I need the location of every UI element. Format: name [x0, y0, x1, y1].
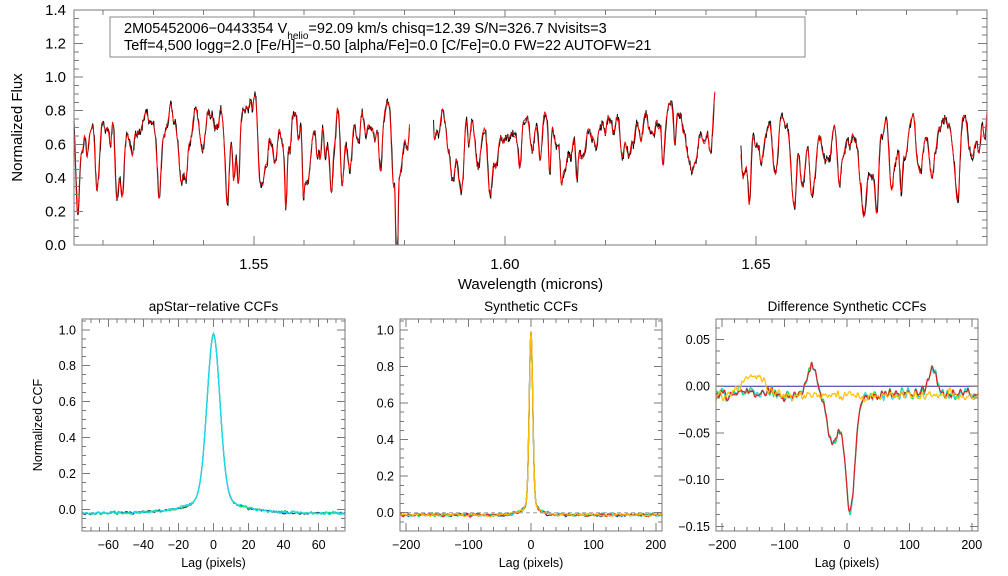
panel-title: apStar−relative CCFs [149, 299, 279, 314]
x-tick-label: 1.65 [741, 256, 770, 273]
x-tick-label: 60 [312, 538, 326, 552]
y-tick-label: 0.8 [377, 360, 394, 374]
info-line-1: 2M05452006−0443354 Vhelio=92.09 km/s chi… [124, 21, 607, 42]
panel-title: Difference Synthetic CCFs [768, 299, 927, 314]
x-axis-title: Lag (pixels) [181, 556, 246, 570]
y-tick-label: 0.2 [59, 467, 76, 481]
y-tick-label: −0.05 [678, 426, 710, 440]
x-tick-label: 0 [844, 538, 851, 552]
x-tick-label: −100 [771, 538, 799, 552]
ccf-trace-visit-3 [81, 332, 346, 516]
synthetic-spectrum-path [433, 91, 716, 197]
x-axis-title: Lag (pixels) [815, 556, 880, 570]
ccf-trace-combined [715, 361, 979, 512]
y-tick-label: 0.8 [45, 103, 66, 120]
x-tick-label: −100 [455, 538, 483, 552]
spectrum-panel: 1.55 1.60 1.65 0.0 0.2 0.4 0.6 0.8 1.0 1.2 1.4 Wave… [9, 2, 988, 293]
panel-title: Synthetic CCFs [484, 299, 578, 314]
y-tick-label: 1.2 [45, 36, 66, 53]
ccf-trace-combined [399, 331, 663, 518]
ccf-axis-ticks [400, 319, 662, 532]
y-tick-label: 0.6 [377, 397, 394, 411]
y-tick-label: 0.6 [59, 395, 76, 409]
y-tick-label: 0.2 [45, 203, 66, 220]
y-tick-label: 0.0 [377, 506, 394, 520]
x-axis-title: Wavelength (microns) [458, 276, 603, 293]
y-axis-title: Normalized Flux [9, 73, 26, 182]
y-tick-label: 0.05 [686, 333, 710, 347]
y-tick-label: 0.4 [59, 431, 76, 445]
ccf-axis-ticks [716, 319, 978, 531]
x-tick-label: 200 [961, 538, 982, 552]
info-box: 2M05452006−0443354 Vhelio=92.09 km/s chi… [109, 16, 806, 58]
y-tick-label: 1.0 [377, 323, 394, 337]
ccf-traces [715, 361, 979, 516]
y-tick-label: 1.0 [45, 69, 66, 86]
x-tick-label: −200 [708, 538, 736, 552]
ccf-traces [81, 332, 346, 516]
x-tick-label: 100 [899, 538, 920, 552]
x-tick-label: −20 [168, 538, 189, 552]
observed-spectrum-path [73, 91, 410, 246]
y-tick-label: 0.0 [45, 237, 66, 254]
y-tick-label: 1.4 [45, 2, 66, 19]
y-tick-label: 0.6 [45, 136, 66, 153]
x-tick-label: 0 [528, 538, 535, 552]
y-tick-label: −0.15 [678, 520, 710, 534]
x-tick-label: −40 [133, 538, 154, 552]
y-axis-title: Normalized CCF [31, 378, 45, 471]
apstar-relative-ccf-panel: apStar−relative CCFs −60 −40 −20 0 20 40 60 0.0 0… [31, 299, 346, 570]
x-tick-label: 40 [277, 538, 291, 552]
synthetic-spectrum-trace [73, 91, 988, 246]
synthetic-spectrum-path [73, 94, 410, 246]
y-tick-label: 0.4 [45, 170, 66, 187]
synthetic-spectrum-path [740, 110, 988, 219]
plot-background [400, 319, 662, 531]
plot-background [716, 319, 978, 531]
x-tick-label: −60 [98, 538, 119, 552]
x-tick-label: 1.60 [490, 256, 519, 273]
y-tick-label: 0.8 [59, 359, 76, 373]
x-tick-label: 20 [242, 538, 256, 552]
difference-synthetic-ccf-panel: Difference Synthetic CCFs −200 −100 0 100 200… [678, 299, 982, 570]
y-tick-label: 0.0 [59, 503, 76, 517]
y-tick-label: 0.4 [377, 433, 394, 447]
synthetic-ccf-panel: Synthetic CCFs −200 −100 0 100 200 0.0 0.2 0.4 0.… [377, 299, 667, 570]
x-tick-label: 200 [645, 538, 666, 552]
y-tick-label: 1.0 [59, 323, 76, 337]
y-tick-label: 0.00 [686, 380, 710, 394]
plot-background [82, 319, 345, 531]
ccf-traces [399, 331, 663, 518]
observed-spectrum-path [740, 112, 988, 217]
x-axis-title: Lag (pixels) [499, 556, 564, 570]
info-line-2: Teff=4,500 logg=2.0 [Fe/H]=−0.50 [alpha/… [124, 38, 651, 54]
ccf-trace-template [715, 373, 979, 403]
x-tick-label: −200 [392, 538, 420, 552]
y-tick-label: 0.2 [377, 470, 394, 484]
info-box-border [109, 16, 806, 58]
x-tick-label: 1.55 [239, 256, 268, 273]
x-tick-label: 100 [583, 538, 604, 552]
x-tick-label: 0 [210, 538, 217, 552]
spectrum-axis-ticks [74, 9, 987, 246]
ccf-axis-ticks [81, 319, 346, 531]
y-tick-label: −0.10 [678, 473, 710, 487]
